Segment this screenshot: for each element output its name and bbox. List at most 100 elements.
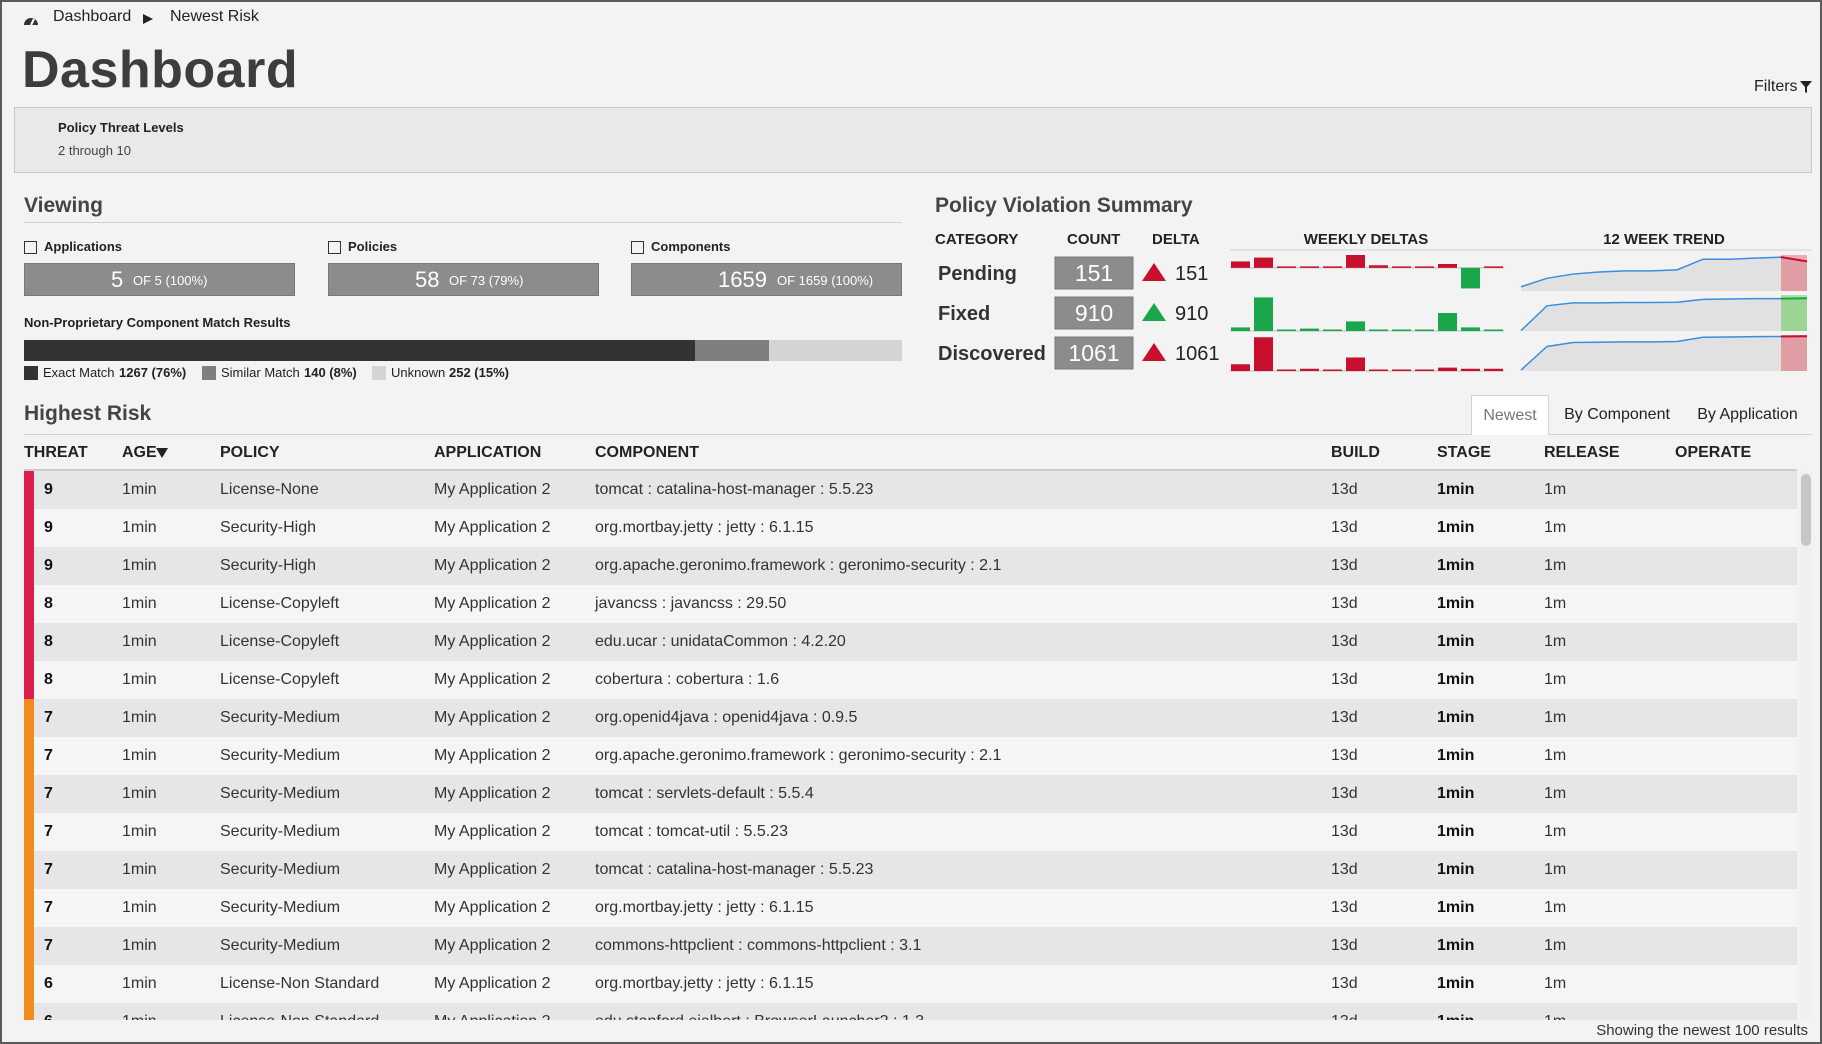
threat-cell: 7 [44,937,53,954]
weekly-delta-bar [1254,337,1273,371]
breadcrumb-link[interactable]: Dashboard [53,8,132,25]
component-cell: org.apache.geronimo.framework : geronimo… [595,557,1002,574]
divider [24,469,1797,471]
delta-arrow [1142,303,1166,321]
weekly-delta-bar [1254,297,1273,331]
threat-cell: 9 [44,481,53,498]
application-cell: My Application 2 [434,823,551,840]
match-title: Non-Proprietary Component Match Results [24,315,291,330]
policy-cell: License-None [220,481,319,498]
stage-cell: 1min [1437,557,1475,574]
trend-highlight [1781,295,1807,331]
table-row[interactable]: 7 1min Security-Medium My Application 2 comm… [24,927,1797,965]
build-cell: 13d [1331,595,1358,612]
weekly-delta-bar [1346,321,1365,331]
application-cell: My Application 2 [434,861,551,878]
threat-cell: 7 [44,709,53,726]
table-row[interactable]: 7 1min Security-Medium My Application 2 tomc… [24,851,1797,889]
application-cell: My Application 2 [434,595,551,612]
age-cell: 1min [122,1003,157,1020]
application-cell: My Application 2 [434,1003,551,1020]
weekly-delta-bar [1231,261,1250,268]
weekly-delta-bar [1484,266,1503,268]
component-cell: edu.stanford.ejalbert : BrowserLauncher2… [595,1003,924,1020]
build-cell: 13d [1331,481,1358,498]
column-header: THREAT [24,444,88,461]
scrollbar-thumb[interactable] [1801,474,1811,546]
release-cell: 1m [1544,595,1567,612]
trend-area [1521,336,1807,371]
table-row[interactable]: 9 1min Security-High My Application 2 org.ap… [24,547,1797,585]
weekly-delta-bar [1323,369,1342,371]
table-row[interactable]: 7 1min Security-Medium My Application 2 org.… [24,699,1797,737]
stat-detail: OF 1659 (100%) [777,273,874,288]
stage-cell: 1min [1437,1003,1474,1020]
age-cell: 1min [122,709,157,726]
build-cell: 13d [1331,861,1358,878]
weekly-delta-bar [1415,266,1434,268]
age-cell: 1min [122,747,157,764]
threat-indicator [24,699,34,737]
weekly-delta-bar [1484,368,1503,371]
table-row[interactable]: 9 1min License-None My Application 2 tomcat … [24,471,1797,509]
section-title: Highest Risk [24,402,152,425]
scrollbar-track [1800,471,1812,1020]
stat-box: 58 OF 73 (79%) [328,263,599,296]
table-row[interactable]: 8 1min License-Copyleft My Application 2 jav… [24,585,1797,623]
weekly-delta-bar [1231,327,1250,331]
table-row[interactable]: 7 1min Security-Medium My Application 2 tomc… [24,775,1797,813]
stat-icon [631,241,644,254]
release-cell: 1m [1544,823,1567,840]
table-row[interactable]: 7 1min Security-Medium My Application 2 tomc… [24,813,1797,851]
tab[interactable]: By Application [1697,406,1798,423]
stage-cell: 1min [1437,747,1475,764]
table-row[interactable]: 7 1min Security-Medium My Application 2 org.… [24,889,1797,927]
table-row[interactable]: 9 1min Security-High My Application 2 org.mo… [24,509,1797,547]
component-cell: commons-httpclient : commons-httpclient … [595,937,922,954]
column-header: CATEGORY [935,231,1018,248]
component-cell: org.apache.geronimo.framework : geronimo… [595,747,1002,764]
weekly-delta-bar [1484,329,1503,331]
table-row[interactable]: 8 1min License-Copyleft My Application 2 cob… [24,661,1797,699]
table-row[interactable]: 6 1min License-Non Standard My Application … [24,965,1797,1003]
tab[interactable]: By Component [1564,406,1670,423]
breadcrumb-separator [143,14,153,24]
trend-line [1520,335,1808,371]
threat-indicator [24,965,34,1003]
legend-count: 252 (15%) [449,365,509,380]
tab[interactable]: Newest [1471,395,1549,435]
threat-indicator [24,851,34,889]
table-row[interactable]: 7 1min Security-Medium My Application 2 org.… [24,737,1797,775]
application-cell: My Application 2 [434,671,551,688]
weekly-delta-bar [1392,329,1411,331]
category-label: Fixed [938,303,990,325]
threat-indicator [24,1003,34,1020]
count-box [1054,296,1134,330]
legend-label: Unknown [391,365,446,380]
release-cell: 1m [1544,785,1567,802]
legend-label: Similar Match [221,365,300,380]
match-segment [24,340,695,361]
stat-value: 1659 [718,267,767,292]
build-cell: 13d [1331,975,1358,992]
column-header: DELTA [1152,231,1200,248]
count-value: 1061 [1068,340,1119,366]
table-row[interactable]: 8 1min License-Copyleft My Application 2 edu… [24,623,1797,661]
threat-indicator [24,661,34,699]
component-cell: tomcat : catalina-host-manager : 5.5.23 [595,481,874,498]
component-cell: tomcat : servlets-default : 5.5.4 [595,785,814,802]
delta-value: 1061 [1175,343,1220,365]
threat-cell: 6 [44,975,53,992]
column-header: OPERATE [1675,444,1752,461]
filters-button[interactable]: Filters [1754,78,1798,95]
weekly-delta-bar [1461,267,1480,289]
table-row[interactable]: 6 1min License-Non Standard My Application … [24,1003,1797,1020]
age-cell: 1min [122,481,157,498]
weekly-delta-bar [1346,357,1365,371]
count-box [1054,256,1134,290]
stat-box: 5 OF 5 (100%) [24,263,295,296]
application-cell: My Application 2 [434,899,551,916]
age-cell: 1min [122,899,157,916]
component-cell: org.mortbay.jetty : jetty : 6.1.15 [595,899,814,916]
